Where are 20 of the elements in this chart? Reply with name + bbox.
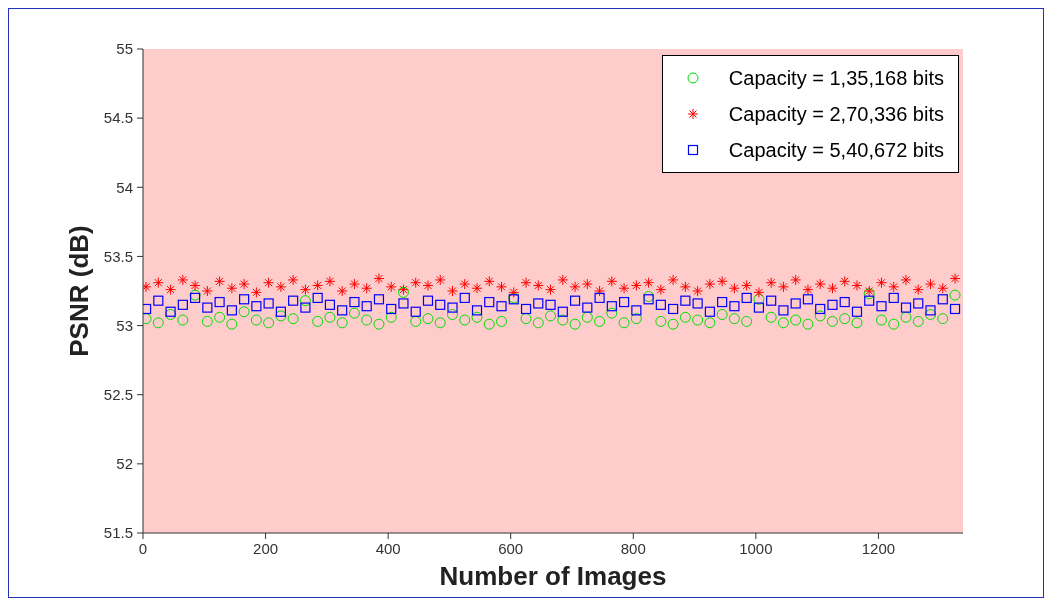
x-tick-label: 1000 <box>739 539 773 557</box>
y-tick-label: 52 <box>116 455 133 473</box>
x-tick-label: 0 <box>138 539 148 557</box>
x-tick-label: 200 <box>253 539 279 557</box>
x-tick-label: 600 <box>498 539 524 557</box>
y-axis-title: PSNR (dB) <box>64 225 95 357</box>
y-tick-label: 54.5 <box>103 109 133 127</box>
y-tick-label: 53.5 <box>103 247 133 265</box>
y-tick-label: 51.5 <box>103 524 133 542</box>
legend-label: Capacity = 2,70,336 bits <box>728 102 944 126</box>
x-tick-label: 1200 <box>861 539 896 557</box>
legend-label: Capacity = 1,35,168 bits <box>728 66 944 90</box>
x-axis-title: Number of Images <box>439 561 667 591</box>
legend-label: Capacity = 5,40,672 bits <box>728 138 944 162</box>
y-tick-label: 52.5 <box>103 386 133 404</box>
x-tick-label: 800 <box>620 539 646 557</box>
y-tick-label: 55 <box>116 40 133 58</box>
y-tick-label: 54 <box>116 178 133 196</box>
x-tick-label: 400 <box>375 539 401 557</box>
y-tick-label: 53 <box>116 316 133 334</box>
